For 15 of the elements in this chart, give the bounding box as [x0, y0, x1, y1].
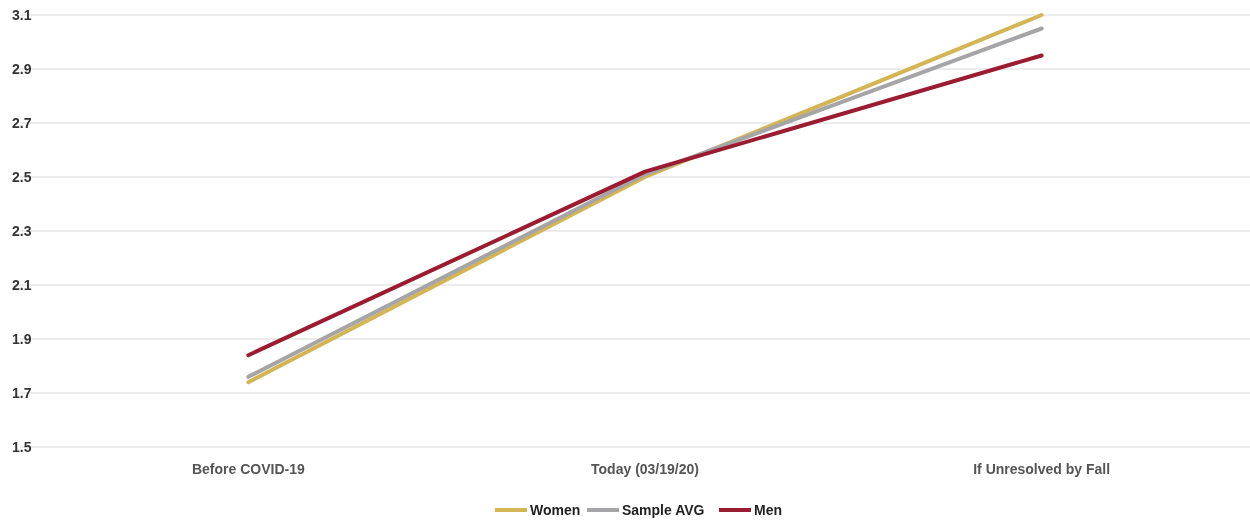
y-tick-label: 2.7 [12, 115, 32, 131]
legend-label: Sample AVG [622, 502, 705, 518]
y-tick-label: 2.5 [12, 169, 32, 185]
y-tick-label: 3.1 [12, 7, 32, 23]
legend-label: Men [754, 502, 782, 518]
x-tick-label: Today (03/19/20) [591, 461, 699, 477]
y-tick-label: 1.7 [12, 385, 32, 401]
y-tick-label: 1.9 [12, 331, 32, 347]
x-tick-label: If Unresolved by Fall [973, 461, 1111, 477]
y-tick-label: 2.1 [12, 277, 32, 293]
x-tick-label: Before COVID-19 [191, 461, 305, 477]
legend-label: Women [530, 502, 581, 518]
y-tick-label: 1.5 [12, 439, 32, 455]
y-tick-label: 2.9 [12, 61, 32, 77]
y-tick-label: 2.3 [12, 223, 32, 239]
